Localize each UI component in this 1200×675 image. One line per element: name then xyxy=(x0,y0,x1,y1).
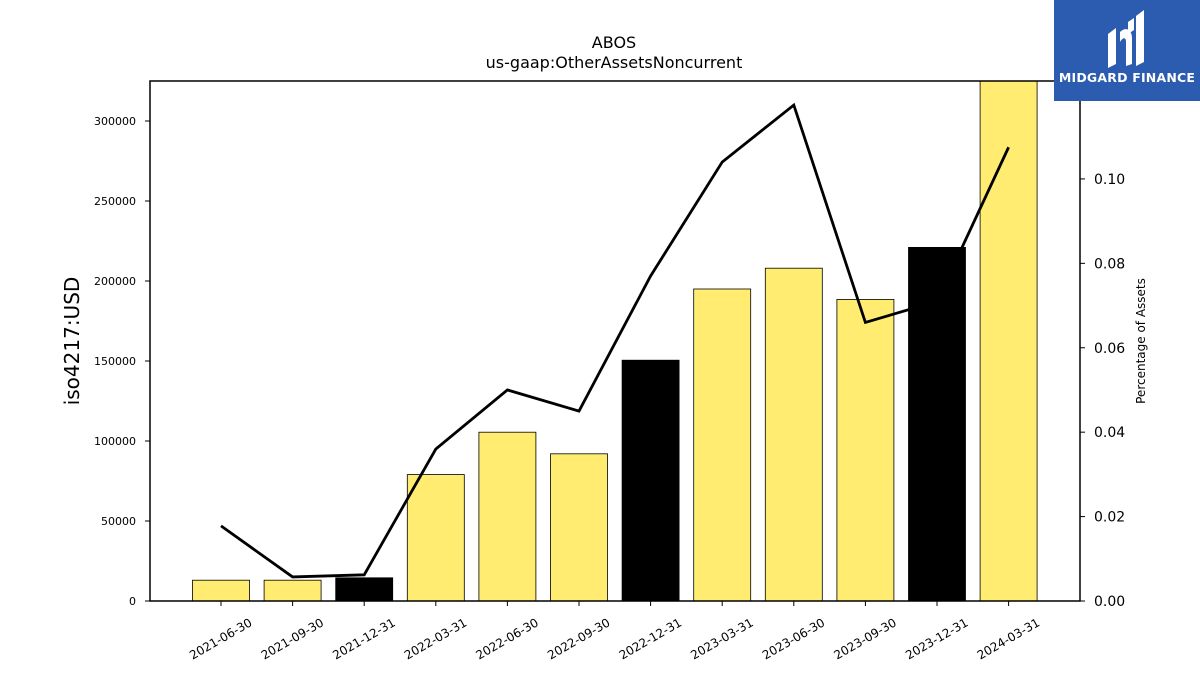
y2-tick-label: 0.00 xyxy=(1094,594,1125,610)
bar-2021-09-30 xyxy=(263,579,322,602)
x-tick-label: 2022-12-31 xyxy=(617,615,684,662)
chart-title: ABOS xyxy=(592,33,636,52)
bar-2021-06-30 xyxy=(192,579,250,602)
y-axis-label: iso4217:USD xyxy=(60,277,84,406)
bars-layer xyxy=(192,80,1038,602)
bar-2022-12-31 xyxy=(621,359,680,602)
bar-2021-12-31 xyxy=(335,577,394,602)
x-tick-label: 2023-03-31 xyxy=(688,615,755,662)
bar-2023-09-30 xyxy=(836,298,895,602)
y2-axis-label: Percentage of Assets xyxy=(1134,278,1148,404)
x-tick-label: 2023-12-31 xyxy=(903,615,970,662)
y2-tick-label: 0.08 xyxy=(1094,256,1125,272)
bar-2023-06-30 xyxy=(764,267,823,602)
y-tick-label: 0 xyxy=(129,595,136,608)
y2-tick-label: 0.10 xyxy=(1094,172,1125,188)
y-tick-label: 150000 xyxy=(94,355,136,368)
y2-tick-label: 0.04 xyxy=(1094,425,1125,441)
midgard-finance-logo: MIDGARD FINANCE xyxy=(1054,0,1200,101)
y-tick-label: 100000 xyxy=(94,435,136,448)
y-tick-label: 200000 xyxy=(94,275,136,288)
y-tick-label: 300000 xyxy=(94,115,136,128)
x-tick-label: 2022-09-30 xyxy=(545,615,612,662)
x-tick-label: 2022-06-30 xyxy=(473,615,540,662)
x-tick-label: 2021-12-31 xyxy=(330,615,397,662)
percentage-line xyxy=(220,102,1010,579)
y-tick-label: 250000 xyxy=(94,195,136,208)
y2-tick-label: 0.06 xyxy=(1094,341,1125,357)
y-tick-label: 50000 xyxy=(101,515,136,528)
logo-text: MIDGARD FINANCE xyxy=(1058,70,1196,85)
line-layer xyxy=(220,102,1010,579)
x-tick-label: 2022-03-31 xyxy=(402,615,469,662)
midgard-logo-icon xyxy=(1108,10,1144,68)
bar-2022-03-31 xyxy=(406,474,465,602)
x-tick-label: 2023-06-30 xyxy=(760,615,827,662)
x-tick-label: 2024-03-31 xyxy=(975,615,1042,662)
x-tick-label: 2021-09-30 xyxy=(259,615,326,662)
bar-2022-06-30 xyxy=(478,431,537,602)
bar-2022-09-30 xyxy=(550,453,608,602)
y2-tick-label: 0.02 xyxy=(1094,510,1125,526)
x-tick-label: 2023-09-30 xyxy=(831,615,898,662)
plot-frame xyxy=(149,80,1081,602)
bar-2023-03-31 xyxy=(693,288,752,602)
bar-2024-03-31 xyxy=(979,80,1038,602)
x-tick-label: 2021-06-30 xyxy=(187,615,254,662)
chart-subtitle: us-gaap:OtherAssetsNoncurrent xyxy=(486,53,743,72)
